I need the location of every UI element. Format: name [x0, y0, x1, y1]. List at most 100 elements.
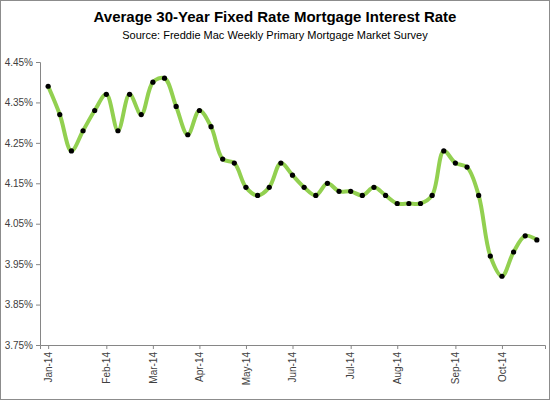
x-tick-mark	[397, 345, 398, 349]
marker	[290, 173, 295, 178]
marker	[464, 165, 469, 170]
marker	[255, 193, 260, 198]
x-tick: Oct-14	[497, 345, 508, 382]
y-tick-label: 4.25%	[5, 138, 33, 149]
y-tick: 4.35%	[5, 97, 40, 108]
y-tick-mark	[36, 102, 40, 103]
marker	[243, 185, 248, 190]
x-tick-label: Jun-14	[287, 352, 298, 383]
y-tick: 3.95%	[5, 259, 40, 270]
marker	[418, 201, 423, 206]
marker	[104, 92, 109, 97]
x-tick-mark	[199, 345, 200, 349]
marker	[476, 193, 481, 198]
x-tick: Sep-14	[450, 345, 461, 384]
x-tick: Apr-14	[194, 345, 205, 382]
y-tick-label: 4.05%	[5, 218, 33, 229]
marker	[208, 124, 213, 129]
x-tick: Mar-14	[148, 345, 159, 384]
marker	[511, 249, 516, 254]
marker	[499, 274, 504, 279]
y-tick: 4.45%	[5, 57, 40, 68]
marker	[406, 201, 411, 206]
marker	[80, 128, 85, 133]
marker	[360, 193, 365, 198]
marker	[395, 201, 400, 206]
marker	[302, 185, 307, 190]
y-tick: 3.85%	[5, 299, 40, 310]
y-tick-label: 4.45%	[5, 57, 33, 68]
x-axis-line	[41, 346, 546, 350]
chart: Average 30-Year Fixed Rate Mortgage Inte…	[0, 0, 550, 400]
y-tick-label: 3.75%	[5, 340, 33, 351]
y-tick: 4.05%	[5, 218, 40, 229]
x-tick: Jul-14	[345, 345, 356, 379]
x-tick: Aug-14	[392, 345, 403, 384]
marker	[115, 128, 120, 133]
marker	[150, 80, 155, 85]
x-tick-label: Aug-14	[392, 352, 403, 385]
y-tick-mark	[36, 305, 40, 306]
x-tick-label: Jan-14	[43, 352, 54, 383]
x-tick: May-14	[241, 345, 252, 385]
marker	[523, 233, 528, 238]
y-tick-label: 3.85%	[5, 299, 33, 310]
x-axis: Jan-14 Feb-14 Mar-14 Apr-14 May-14 Jun-14 Jul-…	[41, 345, 546, 385]
marker	[69, 148, 74, 153]
x-tick-mark	[246, 345, 247, 349]
y-tick-mark	[36, 143, 40, 144]
y-tick: 4.25%	[5, 138, 40, 149]
y-tick-mark	[36, 224, 40, 225]
marker	[441, 148, 446, 153]
marker	[185, 132, 190, 137]
marker	[46, 84, 51, 89]
y-tick-mark	[36, 62, 40, 63]
x-tick-label: Apr-14	[194, 352, 205, 382]
y-tick-label: 4.35%	[5, 97, 33, 108]
marker	[174, 104, 179, 109]
x-tick-label: Sep-14	[450, 352, 461, 385]
x-tick-mark	[153, 345, 154, 349]
plot-area	[46, 76, 540, 279]
marker	[267, 185, 272, 190]
y-tick: 3.75%	[5, 340, 40, 351]
marker	[139, 112, 144, 117]
marker	[278, 160, 283, 165]
x-tick-mark	[502, 345, 503, 349]
marker	[232, 160, 237, 165]
x-tick-mark	[455, 345, 456, 349]
y-tick-label: 4.15%	[5, 178, 33, 189]
y-tick-mark	[36, 345, 40, 346]
marker	[488, 253, 493, 258]
marker	[162, 76, 167, 81]
x-tick-mark	[106, 345, 107, 349]
marker	[127, 92, 132, 97]
marker	[220, 156, 225, 161]
marker	[534, 237, 539, 242]
x-tick-label: Feb-14	[101, 352, 112, 384]
x-tick-mark	[351, 345, 352, 349]
marker	[57, 112, 62, 117]
marker	[348, 189, 353, 194]
x-tick-label: Jul-14	[345, 352, 356, 380]
y-tick-mark	[36, 183, 40, 184]
marker	[92, 108, 97, 113]
x-tick-mark	[293, 345, 294, 349]
marker	[371, 185, 376, 190]
marker	[430, 193, 435, 198]
line	[48, 78, 537, 277]
x-tick: Jun-14	[287, 345, 298, 383]
x-tick-label: May-14	[241, 352, 252, 386]
x-tick-mark	[48, 345, 49, 349]
marker	[383, 193, 388, 198]
x-tick-label: Oct-14	[497, 352, 508, 382]
chart-border	[1, 1, 550, 400]
marker	[197, 108, 202, 113]
title: Average 30-Year Fixed Rate Mortgage Inte…	[94, 8, 457, 25]
y-tick-mark	[36, 264, 40, 265]
subtitle: Source: Freddie Mac Weekly Primary Mortg…	[122, 29, 428, 41]
y-tick-label: 3.95%	[5, 259, 33, 270]
y-axis-line	[36, 63, 41, 346]
marker	[453, 160, 458, 165]
x-tick: Feb-14	[101, 345, 112, 384]
